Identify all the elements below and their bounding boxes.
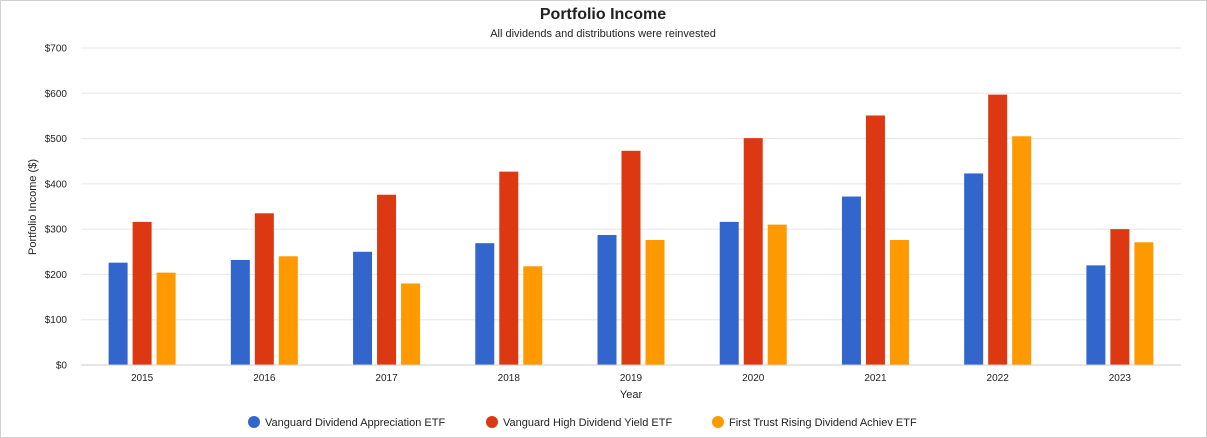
y-tick-label: $300	[45, 225, 68, 236]
y-tick-label: $500	[45, 134, 68, 145]
legend-swatch	[248, 416, 260, 428]
bar	[278, 256, 298, 365]
x-tick-label: 2020	[742, 373, 765, 384]
bar	[156, 272, 176, 365]
bar	[767, 224, 787, 365]
bar	[1134, 242, 1154, 365]
x-axis-label: Year	[620, 389, 643, 401]
bar	[499, 171, 519, 365]
x-tick-label: 2015	[131, 373, 154, 384]
bar	[597, 235, 617, 365]
y-axis-label: Portfolio Income ($)	[27, 159, 39, 255]
bar	[988, 94, 1008, 365]
bar	[108, 262, 128, 365]
bar	[523, 266, 543, 365]
bar	[841, 196, 861, 365]
x-tick-label: 2016	[253, 373, 276, 384]
x-tick-label: 2019	[620, 373, 643, 384]
bar	[132, 221, 152, 365]
x-tick-label: 2021	[864, 373, 887, 384]
bar	[645, 240, 665, 365]
y-tick-label: $100	[45, 315, 68, 326]
legend-label: First Trust Rising Dividend Achiev ETF	[729, 417, 917, 429]
legend-swatch	[712, 416, 724, 428]
bar	[254, 213, 274, 365]
bar	[353, 251, 373, 365]
legend: Vanguard Dividend Appreciation ETF Vangua…	[248, 416, 917, 429]
bar	[865, 115, 885, 366]
bar	[1086, 265, 1106, 365]
chart-title: Portfolio Income	[540, 6, 666, 23]
legend-label: Vanguard High Dividend Yield ETF	[503, 417, 672, 429]
y-tick-label: $600	[45, 89, 68, 100]
x-tick-label: 2018	[498, 373, 521, 384]
bar	[964, 173, 984, 365]
bar	[743, 138, 763, 365]
x-tick-label: 2023	[1109, 373, 1132, 384]
y-tick-label: $0	[56, 361, 68, 372]
x-tick-label: 2022	[987, 373, 1010, 384]
bar	[475, 243, 495, 365]
bars	[108, 94, 1154, 366]
legend-swatch	[486, 416, 498, 428]
bar	[1110, 229, 1130, 365]
bar	[719, 221, 739, 365]
chart-subtitle: All dividends and distributions were rei…	[490, 28, 716, 40]
bar	[1012, 136, 1032, 365]
legend-label: Vanguard Dividend Appreciation ETF	[265, 417, 445, 429]
y-tick-label: $400	[45, 179, 68, 190]
x-axis-ticks: 2015 2016 2017 2018 2019 2020 2021 2022 2023	[131, 373, 1131, 384]
bar	[621, 150, 641, 365]
x-tick-label: 2017	[375, 373, 398, 384]
y-axis-ticks: $0 $100 $200 $300 $400 $500 $600 $700	[45, 44, 68, 372]
bar	[401, 283, 421, 365]
y-tick-label: $200	[45, 270, 68, 281]
bar	[230, 259, 250, 365]
y-tick-label: $700	[45, 44, 68, 55]
bar	[889, 240, 909, 365]
bar	[377, 194, 397, 365]
